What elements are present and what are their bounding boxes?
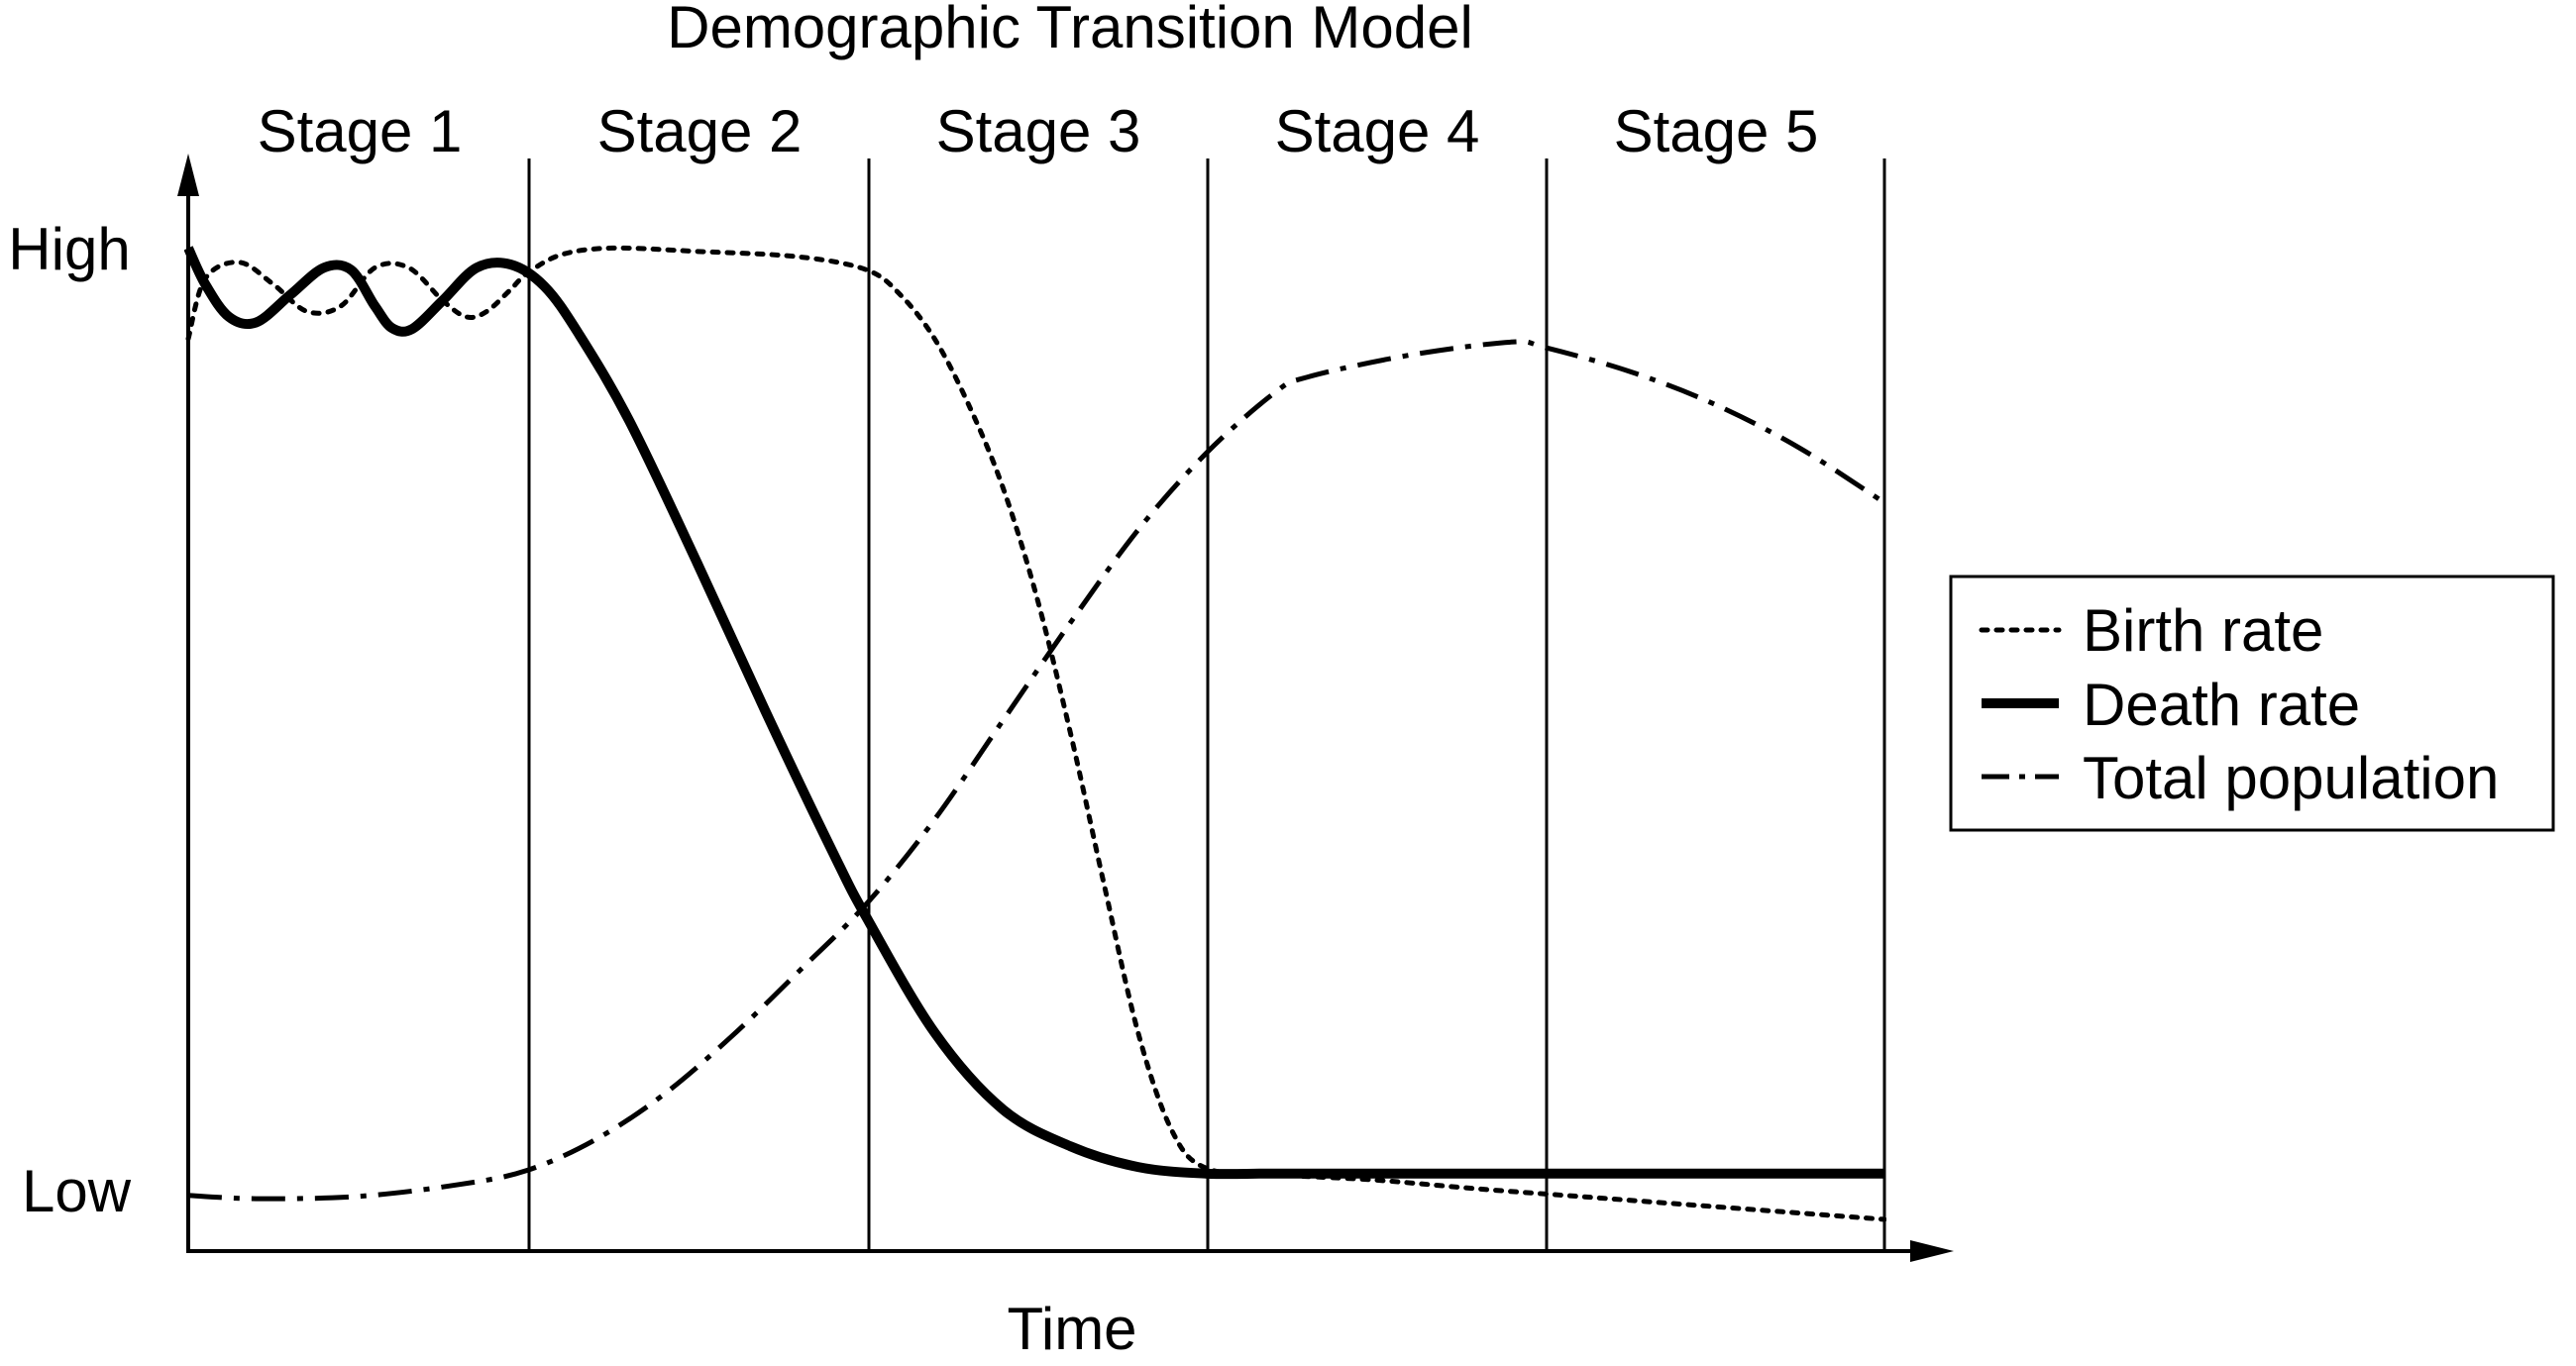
birth-rate-line xyxy=(185,245,1886,1222)
stage-label-2: Stage 2 xyxy=(597,98,803,164)
legend-label-death-rate: Death rate xyxy=(2083,672,2360,738)
y-axis-arrowhead xyxy=(177,154,199,196)
stage-label-3: Stage 3 xyxy=(936,98,1141,164)
legend-label-birth-rate: Birth rate xyxy=(2083,597,2323,664)
stage-labels: Stage 1 Stage 2 Stage 3 Stage 4 Stage 5 xyxy=(258,98,1819,164)
total-population-line xyxy=(187,339,1886,1202)
legend-label-total-population: Total population xyxy=(2083,745,2499,811)
x-axis-arrowhead xyxy=(1910,1240,1954,1262)
chart-title: Demographic Transition Model xyxy=(667,0,1473,60)
legend: Birth rate Death rate Total population xyxy=(1949,575,2555,832)
stage-label-4: Stage 4 xyxy=(1275,98,1480,164)
legend-item-total-population: Total population xyxy=(1982,745,2499,811)
stage-label-5: Stage 5 xyxy=(1614,98,1819,164)
series-group xyxy=(184,245,1886,1222)
legend-item-death-rate: Death rate xyxy=(1982,672,2360,738)
y-tick-label-low: Low xyxy=(22,1158,132,1224)
x-axis-label: Time xyxy=(1007,1296,1136,1362)
stage-label-1: Stage 1 xyxy=(258,98,463,164)
y-tick-label-high: High xyxy=(8,216,130,282)
death-rate-line xyxy=(184,246,1884,1180)
stage-dividers xyxy=(527,158,1886,1251)
legend-item-birth-rate: Birth rate xyxy=(1979,597,2323,664)
axes xyxy=(177,154,1954,1262)
